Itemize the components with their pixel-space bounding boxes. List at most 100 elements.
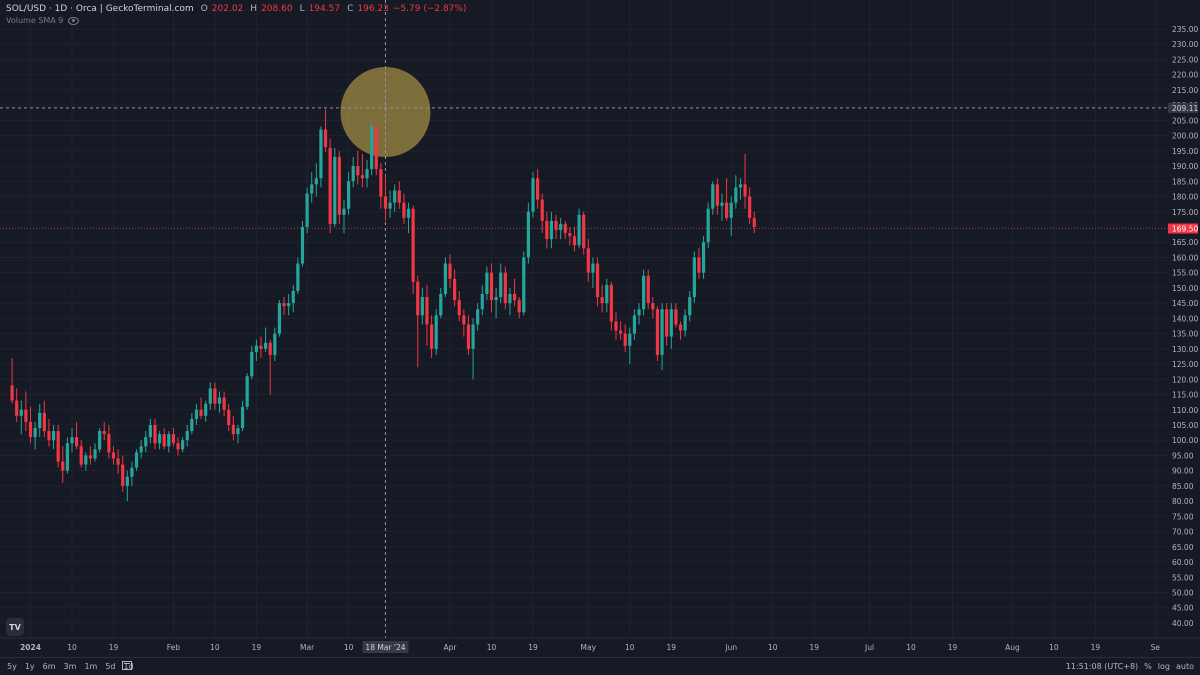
y-tick-label: 115.00	[1172, 391, 1198, 400]
candle-body	[554, 220, 558, 231]
candle-body	[65, 443, 69, 471]
range-button-6m[interactable]: 6m	[42, 662, 56, 671]
candle-body	[448, 263, 452, 279]
candle-body	[540, 199, 544, 221]
candle	[632, 309, 637, 340]
candle	[116, 449, 120, 474]
candle	[162, 428, 166, 450]
candle	[554, 214, 558, 240]
candlestick-chart[interactable]: 40.00 45.00 50.00 55.00 60.00 65.00 70.00 75.00…	[0, 0, 1200, 657]
clock[interactable]: 11:51:08 (UTC+8)	[1065, 662, 1139, 671]
log-toggle[interactable]: log	[1157, 662, 1170, 671]
candle-body	[563, 223, 567, 234]
candle	[476, 303, 480, 331]
y-axis[interactable]: 40.00 45.00 50.00 55.00 60.00 65.00 70.00 75.00…	[1168, 0, 1200, 657]
candle	[199, 397, 203, 419]
candle	[314, 163, 318, 197]
candle	[222, 391, 226, 416]
candle	[453, 269, 457, 307]
candle-body	[259, 345, 263, 349]
candle	[227, 403, 231, 432]
tradingview-logo[interactable]: TV	[6, 618, 24, 636]
candle-body	[499, 272, 503, 298]
x-tick-label: 10	[1049, 643, 1059, 652]
range-button-1d[interactable]: 1d	[123, 662, 134, 671]
candle	[190, 412, 194, 435]
candle	[291, 284, 295, 313]
candle	[688, 290, 692, 322]
candle	[683, 309, 687, 337]
symbol-title[interactable]: SOL/USD · 1D · Orca | GeckoTerminal.com	[6, 4, 194, 14]
x-tick-label: 10	[487, 643, 497, 652]
candle-body	[466, 324, 471, 349]
candle-body	[406, 208, 411, 218]
candle	[711, 181, 715, 215]
candle	[425, 284, 429, 346]
x-axis[interactable]: 2024 10 19 Feb 10 19 Mar 10 Apr 10 19 May 10 19 Jun 10 1…	[0, 637, 1200, 653]
candle-body	[24, 409, 28, 422]
range-button-5y[interactable]: 5y	[7, 662, 17, 671]
candle-body	[185, 431, 189, 441]
candle	[595, 257, 600, 307]
y-tick-label: 230.00	[1172, 40, 1198, 49]
candle-body	[61, 461, 65, 471]
candle	[47, 418, 51, 447]
candle-body	[605, 284, 609, 304]
candle-body	[130, 467, 134, 477]
high-label: H	[250, 4, 258, 14]
candle-body	[33, 428, 37, 438]
candle-body	[522, 257, 526, 313]
x-tick-label: 2024	[20, 643, 41, 652]
candle-body	[291, 290, 295, 304]
candle-body	[153, 424, 157, 444]
bottom-right-controls: 11:51:08 (UTC+8) % log auto	[1066, 662, 1194, 671]
range-button-1y[interactable]: 1y	[24, 662, 35, 671]
candle	[342, 199, 346, 234]
candle-body	[319, 129, 323, 179]
eye-icon[interactable]	[68, 16, 80, 25]
candle	[176, 437, 180, 456]
candle	[10, 357, 14, 404]
candle	[351, 156, 355, 188]
candle-body	[111, 452, 116, 459]
candle	[217, 391, 222, 413]
percent-toggle[interactable]: %	[1144, 662, 1152, 671]
candle	[568, 226, 572, 246]
range-button-3m[interactable]: 3m	[63, 662, 77, 671]
candle-body	[531, 178, 535, 212]
range-button-1m[interactable]: 1m	[84, 662, 98, 671]
candle	[503, 266, 507, 310]
candle	[15, 388, 19, 422]
candle	[526, 202, 530, 264]
candle	[674, 303, 678, 328]
candles	[10, 109, 756, 502]
candle-body	[70, 437, 74, 444]
candle-body	[346, 181, 351, 209]
candle-body	[181, 440, 185, 450]
candle-body	[443, 263, 447, 295]
candle	[559, 217, 563, 240]
candle	[609, 281, 613, 331]
candle-body	[471, 324, 475, 349]
candle-body	[28, 421, 33, 438]
range-button-5d[interactable]: 5d	[105, 662, 116, 671]
candle	[651, 297, 655, 319]
x-tick-label: 19	[1091, 643, 1101, 652]
candle-body	[646, 275, 650, 304]
candle	[365, 159, 369, 188]
candle	[125, 470, 129, 502]
candle	[148, 418, 152, 444]
candle	[370, 123, 374, 176]
candle	[194, 403, 199, 425]
candle-body	[328, 147, 332, 224]
auto-toggle[interactable]: auto	[1175, 662, 1194, 671]
candle-body	[688, 297, 692, 316]
goto-date-icon[interactable]	[122, 661, 132, 670]
candle	[734, 175, 738, 209]
candle	[678, 321, 683, 340]
candle-body	[171, 434, 176, 444]
candle-body	[75, 437, 79, 447]
volume-indicator[interactable]: Volume SMA 9	[6, 16, 80, 25]
candle	[181, 437, 185, 453]
candle	[98, 428, 102, 453]
